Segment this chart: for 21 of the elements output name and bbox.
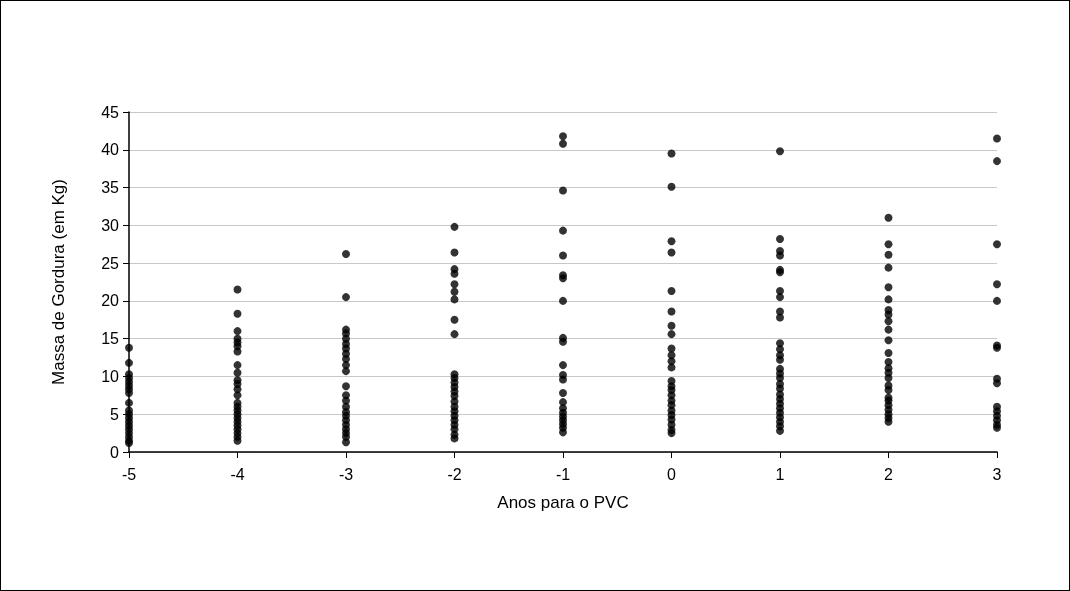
x-tick-label: -1	[555, 465, 571, 483]
x-tick-label: -4	[230, 465, 245, 483]
x-tick-label: 1	[775, 465, 785, 483]
y-tick-label: 30	[101, 216, 120, 234]
y-tick-label: 15	[101, 330, 120, 348]
x-tick-label: -5	[121, 465, 137, 483]
x-tick-label: -3	[338, 465, 354, 483]
y-tick-label: 5	[110, 405, 120, 423]
y-tick-label: 40	[101, 141, 120, 159]
x-tick-label: 3	[992, 465, 1002, 483]
x-tick-label: -2	[447, 465, 462, 483]
x-axis-title: Anos para o PVC	[497, 493, 629, 512]
y-tick-label: 25	[101, 254, 120, 272]
y-tick-label: 35	[101, 179, 120, 197]
y-tick-label: 0	[110, 443, 120, 461]
x-tick-label: 0	[667, 465, 677, 483]
y-tick-label: 45	[101, 103, 120, 121]
y-tick-label: 20	[101, 292, 120, 310]
x-tick-label: 2	[884, 465, 894, 483]
y-axis-title: Massa de Gordura (em Kg)	[49, 179, 68, 385]
y-tick-label: 10	[101, 367, 120, 385]
